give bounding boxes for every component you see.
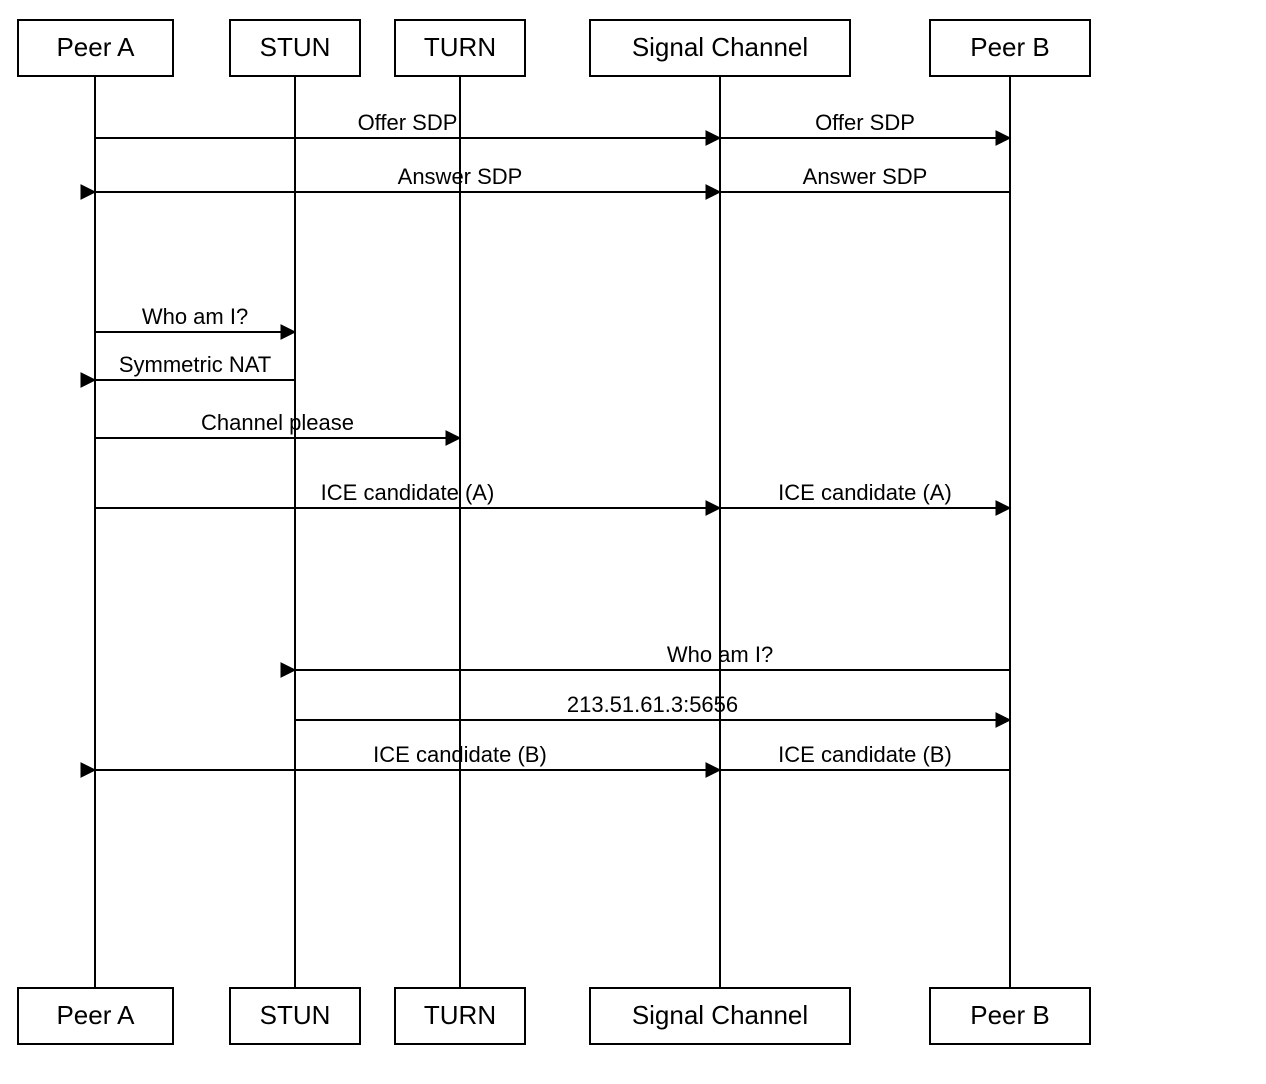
- message-0: Offer SDP: [95, 110, 720, 138]
- message-label-0: Offer SDP: [358, 110, 458, 135]
- message-11: ICE candidate (B): [95, 742, 720, 770]
- message-3: Answer SDP: [720, 164, 1010, 192]
- message-4: Who am I?: [95, 304, 295, 332]
- participant-peerA-bottom: Peer A: [18, 988, 173, 1044]
- message-8: ICE candidate (A): [720, 480, 1010, 508]
- participant-signal-bottom: Signal Channel: [590, 988, 850, 1044]
- message-label-2: Answer SDP: [398, 164, 523, 189]
- message-12: ICE candidate (B): [720, 742, 1010, 770]
- participant-label-peerB-top: Peer B: [970, 32, 1050, 62]
- message-7: ICE candidate (A): [95, 480, 720, 508]
- message-label-6: Channel please: [201, 410, 354, 435]
- message-1: Offer SDP: [720, 110, 1010, 138]
- participant-signal-top: Signal Channel: [590, 20, 850, 76]
- message-2: Answer SDP: [95, 164, 720, 192]
- message-label-3: Answer SDP: [803, 164, 928, 189]
- sequence-diagram: Offer SDP Offer SDP Answer SDP Answer SDP Wh…: [0, 0, 1266, 1084]
- participant-label-peerA-top: Peer A: [56, 32, 135, 62]
- participant-turn-top: TURN: [395, 20, 525, 76]
- participant-label-turn-top: TURN: [424, 32, 496, 62]
- participant-label-signal-top: Signal Channel: [632, 32, 808, 62]
- participant-label-signal-bottom: Signal Channel: [632, 1000, 808, 1030]
- participant-label-stun-bottom: STUN: [260, 1000, 331, 1030]
- participant-stun-top: STUN: [230, 20, 360, 76]
- message-label-5: Symmetric NAT: [119, 352, 271, 377]
- message-label-9: Who am I?: [667, 642, 773, 667]
- message-9: Who am I?: [295, 642, 1010, 670]
- participant-stun-bottom: STUN: [230, 988, 360, 1044]
- message-label-12: ICE candidate (B): [778, 742, 952, 767]
- message-label-4: Who am I?: [142, 304, 248, 329]
- participant-label-turn-bottom: TURN: [424, 1000, 496, 1030]
- message-label-10: 213.51.61.3:5656: [567, 692, 738, 717]
- message-label-1: Offer SDP: [815, 110, 915, 135]
- message-label-8: ICE candidate (A): [778, 480, 952, 505]
- participant-label-peerA-bottom: Peer A: [56, 1000, 135, 1030]
- message-5: Symmetric NAT: [95, 352, 295, 380]
- message-10: 213.51.61.3:5656: [295, 692, 1010, 720]
- participant-peerB-top: Peer B: [930, 20, 1090, 76]
- participant-peerB-bottom: Peer B: [930, 988, 1090, 1044]
- participant-label-peerB-bottom: Peer B: [970, 1000, 1050, 1030]
- participant-peerA-top: Peer A: [18, 20, 173, 76]
- participant-label-stun-top: STUN: [260, 32, 331, 62]
- participant-turn-bottom: TURN: [395, 988, 525, 1044]
- message-6: Channel please: [95, 410, 460, 438]
- message-label-11: ICE candidate (B): [373, 742, 547, 767]
- message-label-7: ICE candidate (A): [321, 480, 495, 505]
